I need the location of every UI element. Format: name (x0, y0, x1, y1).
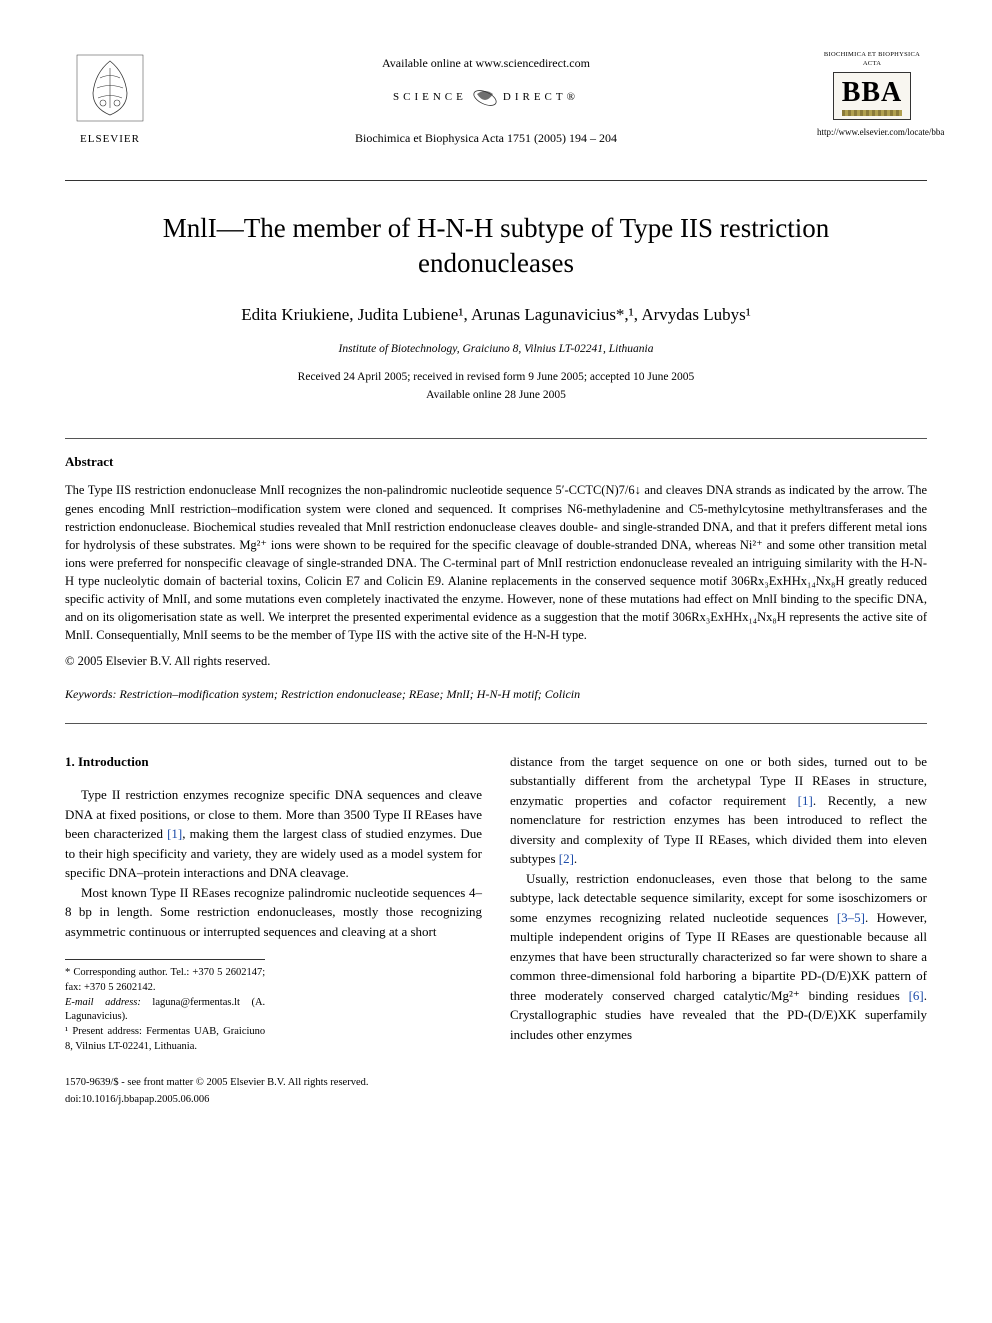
header-divider (65, 180, 927, 181)
body-two-column: 1. Introduction Type II restriction enzy… (65, 752, 927, 1108)
left-column: 1. Introduction Type II restriction enzy… (65, 752, 482, 1108)
intro-para-1: Type II restriction enzymes recognize sp… (65, 785, 482, 883)
abstract-heading: Abstract (65, 453, 927, 471)
col2-para-1: distance from the target sequence on one… (510, 752, 927, 869)
available-online-text: Available online at www.sciencedirect.co… (155, 55, 817, 72)
footnotes-block: * Corresponding author. Tel.: +370 5 260… (65, 959, 265, 1054)
email-label: E-mail address: (65, 997, 141, 1008)
abstract-text: The Type IIS restriction endonuclease Mn… (65, 481, 927, 644)
science-text: SCIENCE (393, 90, 467, 105)
bba-abbrev: BBA (842, 79, 903, 107)
bba-logo-block: BIOCHIMICA ET BIOPHYSICA ACTA BBA http:/… (817, 50, 927, 139)
ref-link-1b[interactable]: [1] (798, 793, 813, 808)
ref-link-6[interactable]: [6] (909, 988, 924, 1003)
sciencedirect-logo: SCIENCE DIRECT® (155, 84, 817, 112)
intro-para-2: Most known Type II REases recognize pali… (65, 883, 482, 942)
email-line: E-mail address: laguna@fermentas.lt (A. … (65, 996, 265, 1025)
bba-box: BBA (833, 72, 912, 120)
authors-list: Edita Kriukiene, Judita Lubiene¹, Arunas… (65, 303, 927, 327)
right-column: distance from the target sequence on one… (510, 752, 927, 1108)
affiliation: Institute of Biotechnology, Graiciuno 8,… (65, 341, 927, 357)
page-header: ELSEVIER Available online at www.science… (65, 50, 927, 150)
section-1-heading: 1. Introduction (65, 752, 482, 772)
direct-text: DIRECT® (503, 90, 579, 105)
abstract-copyright: © 2005 Elsevier B.V. All rights reserved… (65, 653, 927, 671)
bba-url: http://www.elsevier.com/locate/bba (817, 126, 927, 139)
header-center: Available online at www.sciencedirect.co… (155, 50, 817, 147)
abstract-bottom-rule (65, 723, 927, 724)
doi-line: doi:10.1016/j.bbapap.2005.06.006 (65, 1092, 482, 1108)
col2-para-2: Usually, restriction endonucleases, even… (510, 869, 927, 1045)
front-matter-line: 1570-9639/$ - see front matter © 2005 El… (65, 1075, 482, 1091)
abstract-top-rule (65, 438, 927, 439)
bba-fullname: BIOCHIMICA ET BIOPHYSICA ACTA (817, 50, 927, 68)
present-address: ¹ Present address: Fermentas UAB, Graici… (65, 1025, 265, 1054)
corresponding-author: * Corresponding author. Tel.: +370 5 260… (65, 966, 265, 995)
received-dates: Received 24 April 2005; received in revi… (65, 369, 927, 385)
ref-link-2[interactable]: [2] (559, 851, 574, 866)
ref-link-3-5[interactable]: [3–5] (837, 910, 865, 925)
bba-color-bar (842, 110, 903, 116)
elsevier-logo: ELSEVIER (65, 50, 155, 150)
c2p1-c: . (574, 851, 577, 866)
keywords: Keywords: Restriction–modification syste… (65, 686, 927, 703)
ref-link-1[interactable]: [1] (167, 826, 182, 841)
elsevier-text: ELSEVIER (80, 132, 140, 147)
journal-citation: Biochimica et Biophysica Acta 1751 (2005… (155, 130, 817, 147)
article-title: MnlI—The member of H-N-H subtype of Type… (105, 211, 887, 281)
sciencedirect-icon (471, 84, 499, 112)
available-date: Available online 28 June 2005 (65, 387, 927, 403)
